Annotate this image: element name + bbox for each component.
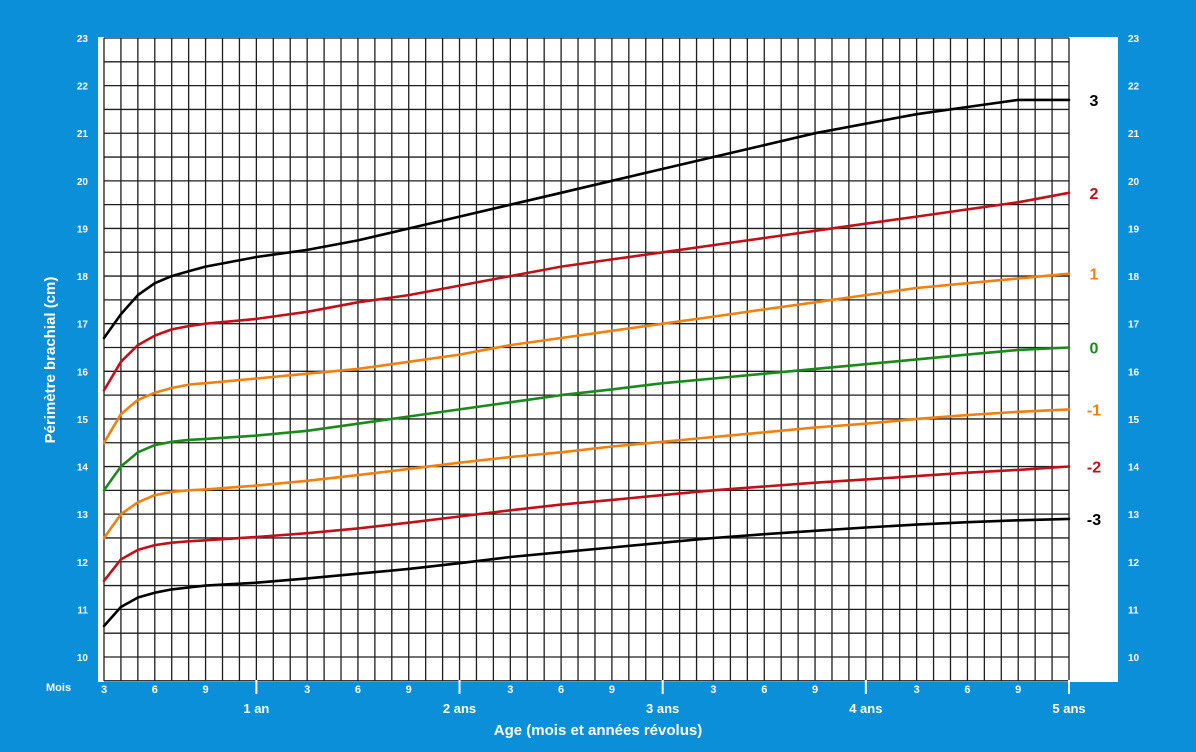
x-axis-month-ticks: 3 6 9 3 6 9 3 6 9 3 6 9 3 6 9	[101, 684, 1021, 696]
x-tick-label: 3	[710, 684, 716, 696]
series-label--2: -2	[1087, 460, 1101, 477]
x-tick-label: 6	[558, 684, 564, 696]
y-axis-right-ticks: 10 11 12 13 14 15 16 17 18 19 20 21 22 23	[1128, 34, 1140, 664]
plot-area-background	[98, 37, 1118, 682]
y-tick-label-left: 11	[77, 605, 88, 616]
y-tick-label-left: 15	[77, 415, 89, 426]
x-tick-label: 9	[609, 684, 615, 696]
y-tick-label-left: 10	[77, 653, 89, 664]
y-tick-label-left: 13	[77, 510, 89, 521]
x-tick-label: 9	[203, 684, 209, 696]
series-label--3: -3	[1087, 512, 1101, 529]
series-line-3	[102, 98, 1071, 340]
x-tick-label: 9	[406, 684, 412, 696]
x-year-label: 2 ans	[443, 701, 476, 716]
x-tick-label: 9	[812, 684, 818, 696]
y-axis-title: Périmètre brachial (cm)	[42, 277, 59, 444]
x-year-label: 4 ans	[849, 701, 882, 716]
y-tick-label-right: 14	[1128, 463, 1140, 474]
x-unit-label: Mois	[46, 682, 71, 694]
grid-lines	[103, 37, 1070, 682]
y-tick-label-right: 13	[1128, 510, 1140, 521]
x-year-label: 3 ans	[646, 701, 679, 716]
series-label--1: -1	[1087, 402, 1101, 419]
y-tick-label-left: 20	[77, 177, 89, 188]
series-line-0	[102, 346, 1071, 492]
y-tick-label-left: 12	[77, 558, 89, 569]
y-axis-left-ticks: 10 11 12 13 14 15 16 17 18 19 20 21 22 23	[77, 34, 89, 664]
y-tick-label-right: 15	[1128, 415, 1140, 426]
x-tick-label: 6	[152, 684, 158, 696]
y-tick-label-left: 17	[77, 320, 89, 331]
series-line-2	[102, 191, 1071, 392]
x-tick-label: 6	[355, 684, 361, 696]
series-line-1	[102, 272, 1071, 445]
series-lines	[102, 98, 1071, 628]
y-tick-label-right: 20	[1128, 177, 1140, 188]
x-tick-label: 3	[507, 684, 513, 696]
x-tick-label: 9	[1015, 684, 1021, 696]
y-tick-label-right: 19	[1128, 224, 1140, 235]
series-labels: 3 2 1 0 -1 -2 -3	[1087, 93, 1101, 529]
y-tick-label-left: 18	[77, 272, 89, 283]
series-label-0: 0	[1090, 341, 1099, 358]
x-tick-label: 6	[761, 684, 767, 696]
y-tick-label-left: 16	[77, 367, 89, 378]
y-tick-label-right: 10	[1128, 653, 1140, 664]
y-tick-label-right: 21	[1128, 129, 1140, 140]
x-tick-label: 6	[964, 684, 970, 696]
series-label-1: 1	[1090, 267, 1099, 284]
y-tick-label-right: 17	[1128, 320, 1140, 331]
y-tick-label-left: 21	[77, 129, 89, 140]
y-tick-label-right: 16	[1128, 367, 1140, 378]
y-tick-label-right: 12	[1128, 558, 1140, 569]
y-tick-label-left: 14	[77, 463, 89, 474]
series-label-3: 3	[1090, 93, 1099, 110]
x-tick-label: 3	[304, 684, 310, 696]
series-label-2: 2	[1090, 186, 1099, 203]
y-tick-label-left: 23	[77, 34, 89, 45]
series-line--2	[102, 465, 1071, 583]
series-line--3	[102, 517, 1071, 628]
x-axis-year-labels: 1 an 2 ans 3 ans 4 ans 5 ans	[243, 680, 1086, 716]
series-line--1	[102, 408, 1071, 540]
x-year-label: 5 ans	[1052, 701, 1085, 716]
y-tick-label-right: 18	[1128, 272, 1140, 283]
x-tick-label: 3	[914, 684, 920, 696]
x-axis-title: Age (mois et années révolus)	[494, 722, 702, 739]
y-tick-label-left: 22	[77, 82, 89, 93]
x-tick-label: 3	[101, 684, 107, 696]
y-tick-label-right: 22	[1128, 82, 1140, 93]
y-tick-label-left: 19	[77, 224, 89, 235]
y-tick-label-right: 23	[1128, 34, 1140, 45]
x-year-label: 1 an	[243, 701, 269, 716]
y-tick-label-right: 11	[1128, 605, 1139, 616]
